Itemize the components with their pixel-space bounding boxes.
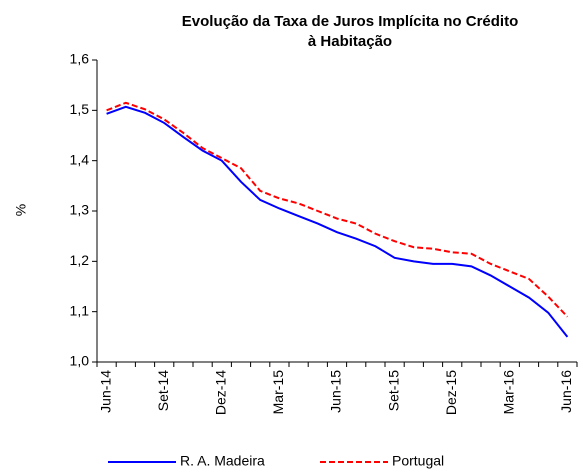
x-tick-label: Set-15 xyxy=(385,370,401,411)
y-tick-label: 1,3 xyxy=(70,202,90,218)
x-tick-label: Set-14 xyxy=(155,370,171,411)
x-tick-label: Dez-15 xyxy=(443,370,459,415)
y-tick-label: 1,2 xyxy=(70,252,90,268)
x-tick-label: Jun-14 xyxy=(97,370,113,413)
x-tick-label: Jun-16 xyxy=(558,370,574,413)
series-line xyxy=(106,101,569,318)
x-tick-label: Dez-14 xyxy=(213,370,229,415)
y-tick-label: 1,4 xyxy=(70,151,90,167)
y-axis-label: % xyxy=(13,204,29,216)
legend-label: Portugal xyxy=(392,453,444,469)
x-tick-label: Mar-15 xyxy=(270,370,286,415)
series-line xyxy=(106,105,569,338)
y-tick-label: 1,6 xyxy=(70,51,90,67)
chart-title: Evolução da Taxa de Juros Implícita no C… xyxy=(182,13,518,50)
y-tick-label: 1,1 xyxy=(70,302,90,318)
x-tick-label: Jun-15 xyxy=(328,370,344,413)
y-tick-label: 1,5 xyxy=(70,101,90,117)
y-tick-label: 1,0 xyxy=(70,353,90,369)
legend-label: R. A. Madeira xyxy=(180,453,265,469)
x-tick-label: Mar-16 xyxy=(501,370,517,415)
